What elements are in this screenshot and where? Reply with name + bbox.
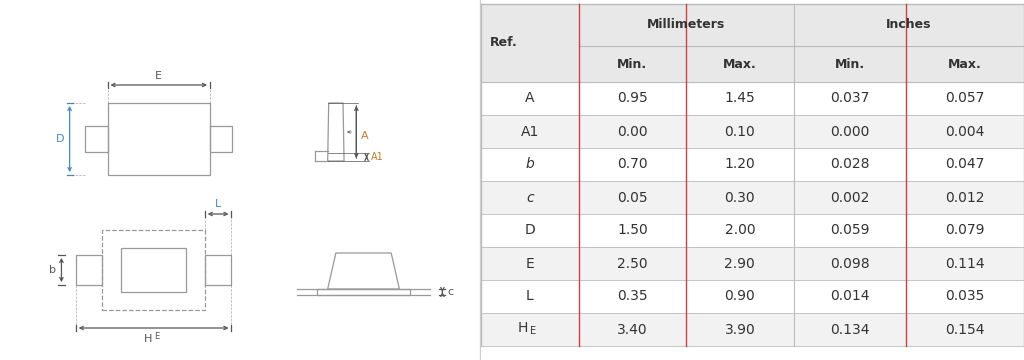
Text: H: H — [517, 321, 528, 336]
Bar — [481, 313, 1024, 346]
Text: 2.90: 2.90 — [724, 256, 756, 270]
Text: Max.: Max. — [723, 58, 757, 71]
Text: Inches: Inches — [886, 18, 932, 31]
Bar — [85, 126, 108, 152]
Bar — [481, 181, 1024, 214]
Bar — [481, 247, 1024, 280]
Text: 0.70: 0.70 — [617, 158, 647, 171]
Bar — [121, 248, 186, 292]
Text: 0.114: 0.114 — [945, 256, 985, 270]
Bar — [210, 126, 232, 152]
Text: 0.059: 0.059 — [830, 224, 869, 238]
Text: 3.40: 3.40 — [617, 323, 647, 337]
Text: 0.35: 0.35 — [617, 289, 647, 303]
Text: 0.057: 0.057 — [945, 91, 985, 105]
Bar — [205, 255, 231, 285]
Bar — [76, 255, 102, 285]
Text: b: b — [525, 158, 535, 171]
Text: 0.95: 0.95 — [616, 91, 648, 105]
Text: E: E — [525, 256, 535, 270]
Text: 0.035: 0.035 — [945, 289, 985, 303]
Text: A1: A1 — [521, 125, 539, 139]
Text: L: L — [215, 199, 221, 209]
Text: c: c — [447, 287, 454, 297]
Text: 0.079: 0.079 — [945, 224, 985, 238]
Text: Ref.: Ref. — [489, 36, 517, 49]
Text: c: c — [526, 190, 534, 204]
Text: 0.154: 0.154 — [945, 323, 985, 337]
Text: 0.002: 0.002 — [830, 190, 869, 204]
Bar — [317, 289, 410, 295]
Bar — [481, 148, 1024, 181]
Text: A: A — [360, 131, 368, 141]
Text: L: L — [526, 289, 534, 303]
Text: 0.037: 0.037 — [830, 91, 869, 105]
Text: 0.10: 0.10 — [724, 125, 756, 139]
Text: 0.05: 0.05 — [617, 190, 647, 204]
Text: 0.90: 0.90 — [724, 289, 756, 303]
Text: 1.45: 1.45 — [724, 91, 756, 105]
Text: E: E — [155, 332, 160, 341]
Text: Min.: Min. — [617, 58, 647, 71]
Text: A: A — [525, 91, 535, 105]
Text: 1.50: 1.50 — [616, 224, 648, 238]
Text: b: b — [49, 265, 56, 275]
Text: 0.000: 0.000 — [830, 125, 869, 139]
Text: 0.047: 0.047 — [945, 158, 985, 171]
Text: 0.028: 0.028 — [830, 158, 869, 171]
Text: 2.50: 2.50 — [617, 256, 647, 270]
Bar — [481, 46, 1024, 82]
Text: Millimeters: Millimeters — [647, 18, 725, 31]
Text: E: E — [156, 71, 162, 81]
Text: 0.30: 0.30 — [725, 190, 755, 204]
Text: 0.014: 0.014 — [830, 289, 869, 303]
Text: 0.134: 0.134 — [830, 323, 869, 337]
Text: 0.004: 0.004 — [945, 125, 985, 139]
Text: E: E — [530, 327, 536, 337]
Bar — [481, 280, 1024, 313]
Bar — [481, 214, 1024, 247]
Text: Min.: Min. — [835, 58, 865, 71]
Text: H: H — [144, 334, 153, 344]
Text: 0.00: 0.00 — [617, 125, 647, 139]
Text: D: D — [524, 224, 536, 238]
Text: A1: A1 — [371, 152, 383, 162]
Bar — [481, 82, 1024, 115]
Text: 0.098: 0.098 — [830, 256, 869, 270]
Text: D: D — [56, 134, 65, 144]
Bar — [102, 230, 205, 310]
Text: 0.012: 0.012 — [945, 190, 985, 204]
Text: Max.: Max. — [948, 58, 982, 71]
Text: 1.20: 1.20 — [724, 158, 756, 171]
Bar — [481, 4, 1024, 46]
Text: 3.90: 3.90 — [724, 323, 756, 337]
Text: 2.00: 2.00 — [725, 224, 755, 238]
Bar — [108, 103, 210, 175]
Bar — [481, 115, 1024, 148]
